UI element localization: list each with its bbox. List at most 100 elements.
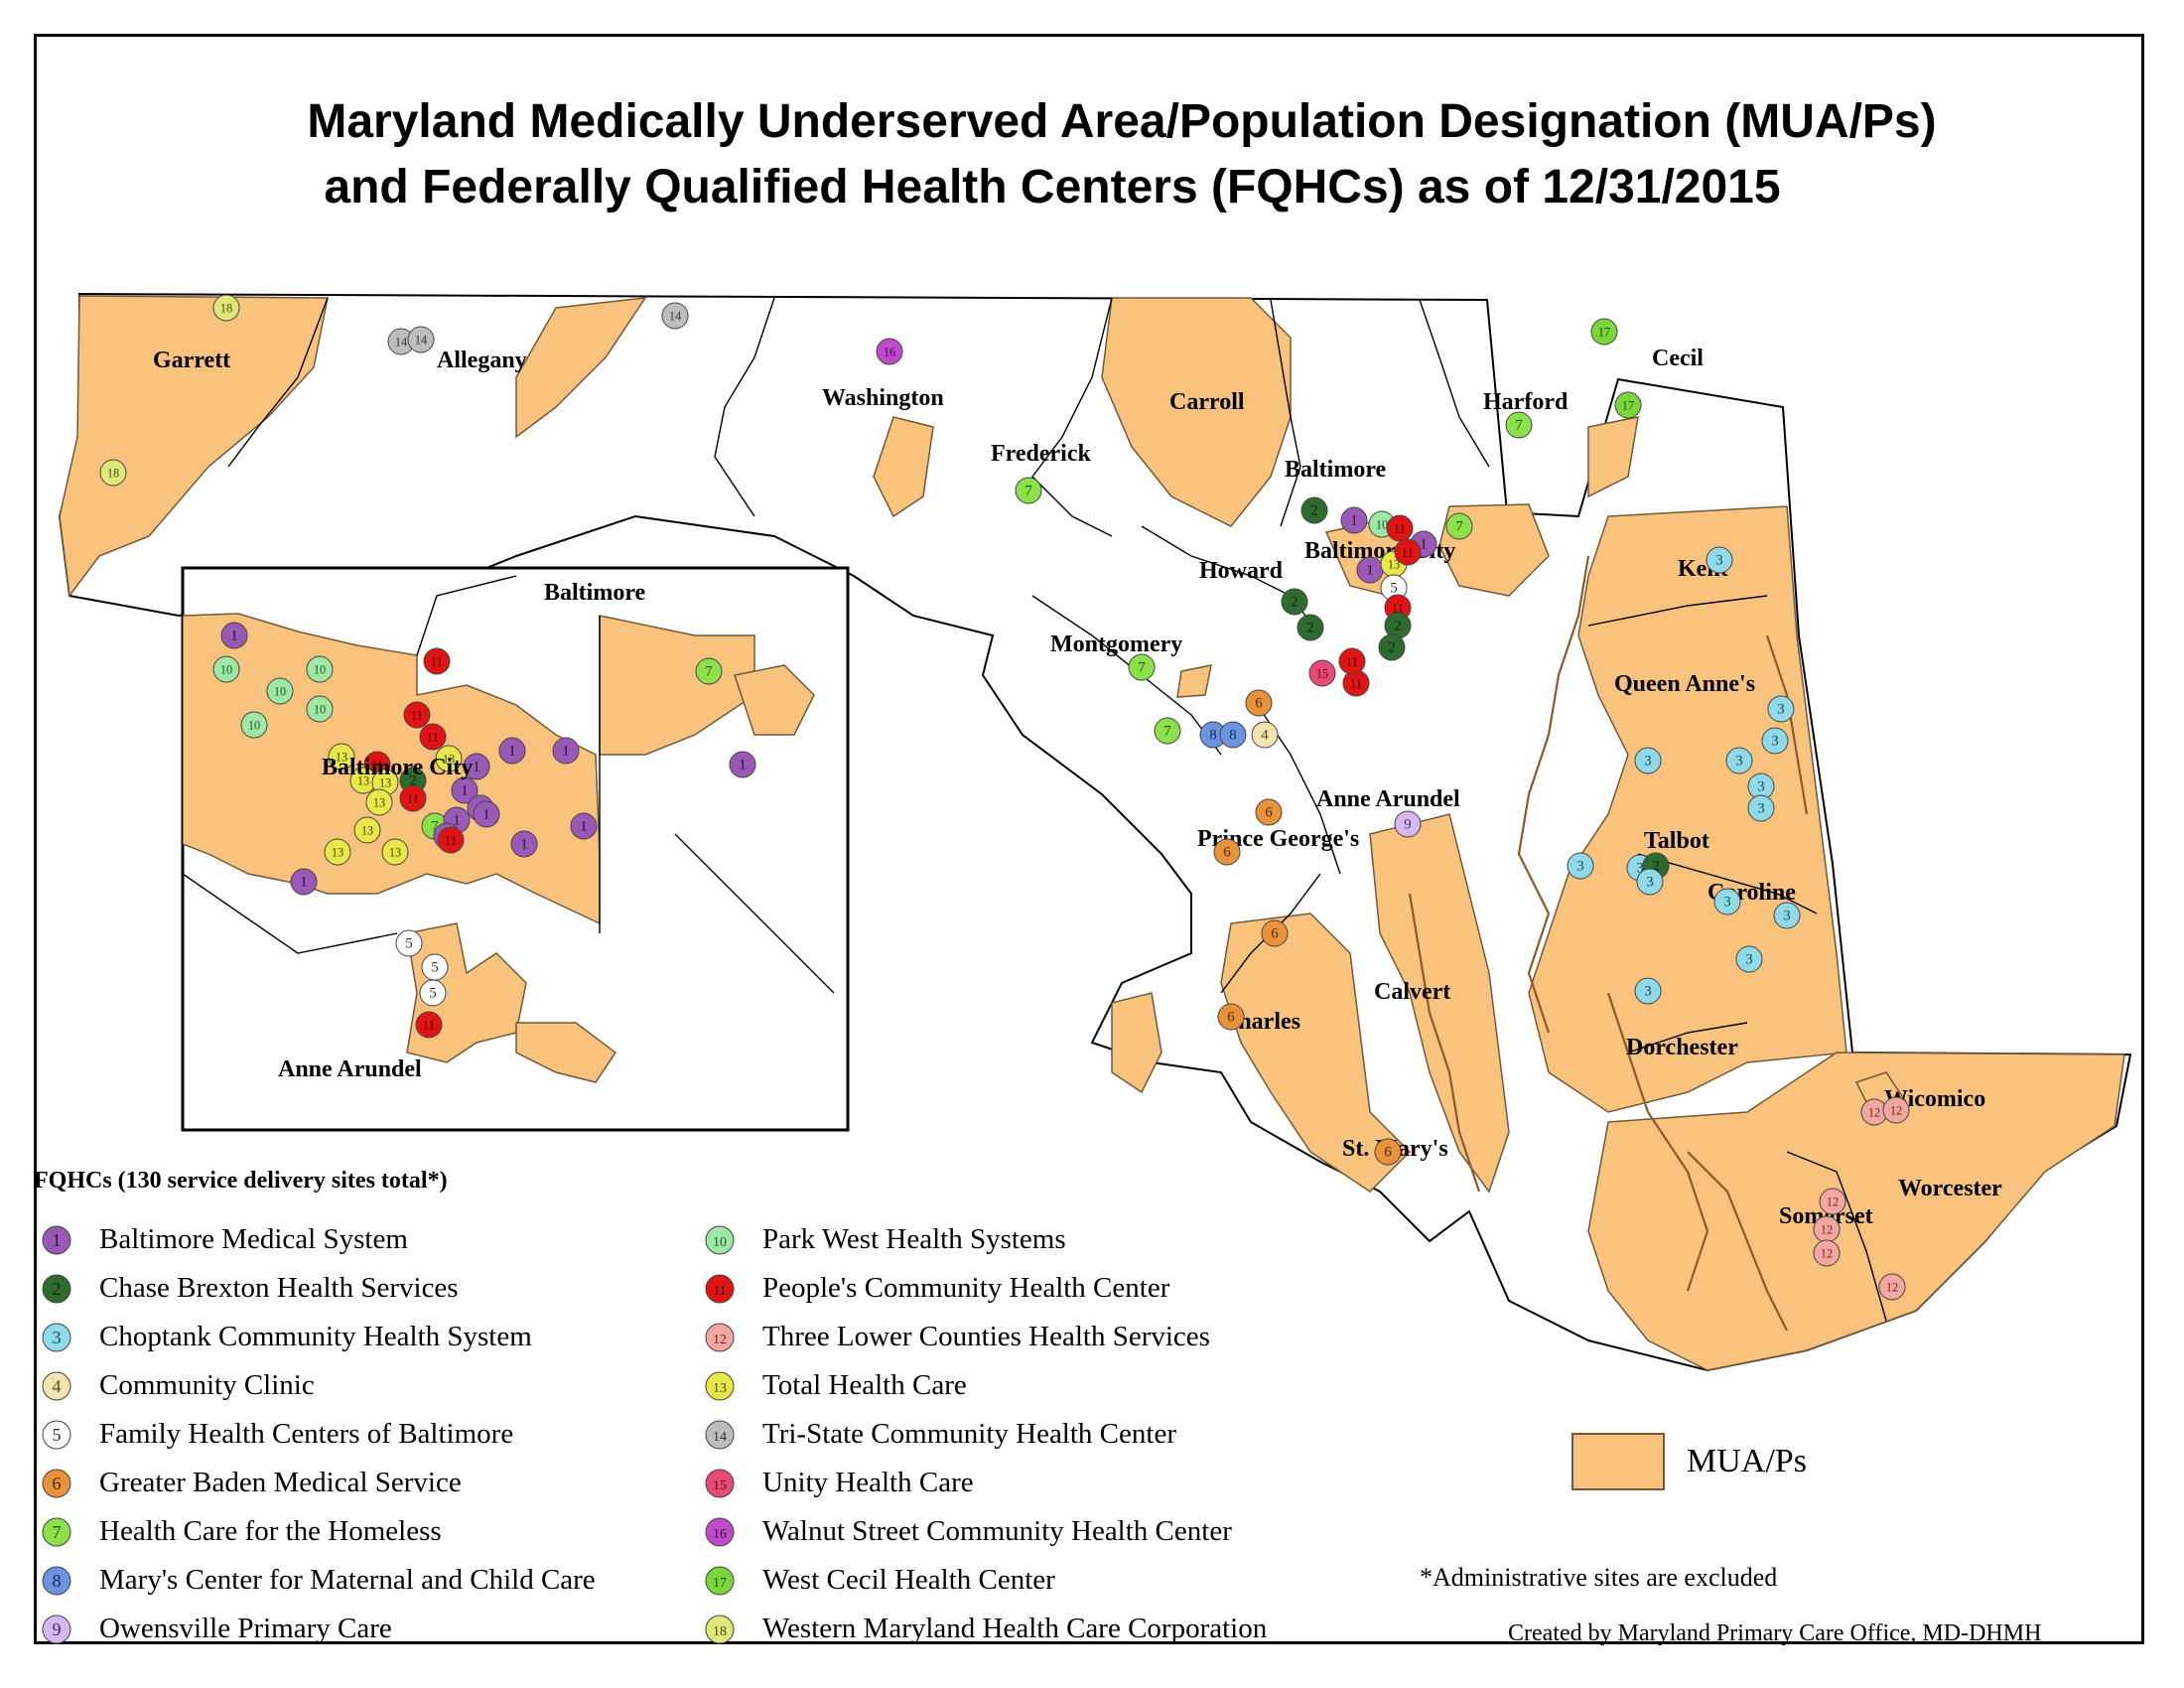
legend-marker-icon: 3 bbox=[42, 1323, 71, 1351]
svg-text:1: 1 bbox=[482, 807, 489, 823]
svg-text:11: 11 bbox=[1392, 602, 1404, 616]
svg-text:15: 15 bbox=[713, 1478, 727, 1493]
fqhc-site-marker-1: 1 bbox=[729, 751, 756, 778]
svg-text:2: 2 bbox=[53, 1279, 62, 1299]
fqhc-site-marker-10: 10 bbox=[266, 677, 294, 705]
county-label-baltimore: Baltimore bbox=[1285, 457, 1387, 483]
fqhc-site-marker-2: 2 bbox=[1281, 588, 1308, 616]
county-label-worcester: Worcester bbox=[1898, 1176, 2002, 1201]
legend-item-label: Chase Brexton Health Services bbox=[99, 1272, 459, 1304]
fqhc-site-marker-3: 3 bbox=[1567, 852, 1594, 880]
svg-text:12: 12 bbox=[1868, 1106, 1880, 1120]
svg-text:12: 12 bbox=[1821, 1247, 1833, 1261]
svg-text:2: 2 bbox=[1394, 619, 1401, 634]
fqhc-site-marker-8: 8 bbox=[1219, 721, 1247, 749]
mua-swatch bbox=[1571, 1433, 1665, 1490]
legend-marker-icon: 7 bbox=[42, 1517, 71, 1546]
county-label-dorchester: Dorchester bbox=[1626, 1035, 1738, 1060]
svg-text:13: 13 bbox=[443, 753, 455, 767]
legend-marker-icon: 1 bbox=[42, 1225, 71, 1254]
legend-item: 4 Community Clinic bbox=[40, 1361, 596, 1410]
svg-text:1: 1 bbox=[300, 875, 307, 891]
title-line-2: and Federally Qualified Health Centers (… bbox=[324, 161, 1781, 213]
svg-text:8: 8 bbox=[1209, 728, 1216, 744]
fqhc-site-marker-12: 12 bbox=[1878, 1273, 1906, 1301]
legend-item-label: Walnut Street Community Health Center bbox=[762, 1515, 1232, 1547]
svg-text:8: 8 bbox=[53, 1571, 62, 1591]
fqhc-site-marker-13: 13 bbox=[349, 767, 377, 794]
fqhc-site-marker-11: 11 bbox=[1342, 669, 1370, 697]
svg-text:3: 3 bbox=[1644, 984, 1651, 1000]
svg-text:13: 13 bbox=[357, 774, 369, 788]
fqhc-site-marker-14: 14 bbox=[387, 328, 415, 355]
fqhc-site-marker-3: 3 bbox=[1747, 794, 1775, 822]
fqhc-site-marker-3: 3 bbox=[1761, 727, 1789, 755]
shoreline bbox=[1408, 555, 1809, 1332]
svg-text:4: 4 bbox=[53, 1376, 62, 1396]
county-label-allegany: Allegany bbox=[437, 348, 527, 373]
fqhc-site-marker-10: 10 bbox=[212, 655, 240, 683]
svg-text:13: 13 bbox=[332, 846, 343, 860]
legend-item-label: Western Maryland Health Care Corporation bbox=[762, 1613, 1268, 1644]
legend-marker-icon: 11 bbox=[705, 1274, 735, 1303]
svg-text:1: 1 bbox=[739, 758, 746, 774]
svg-text:1: 1 bbox=[53, 1230, 62, 1250]
legend-marker-icon: 16 bbox=[705, 1517, 735, 1546]
legend-item: 7 Health Care for the Homeless bbox=[40, 1507, 596, 1556]
svg-text:3: 3 bbox=[1715, 553, 1722, 569]
fqhc-site-marker-4: 4 bbox=[1251, 721, 1279, 749]
svg-text:5: 5 bbox=[53, 1425, 62, 1445]
svg-text:11: 11 bbox=[423, 1019, 435, 1033]
legend-item: 5 Family Health Centers of Baltimore bbox=[40, 1410, 596, 1459]
fqhc-site-marker-9: 9 bbox=[1394, 810, 1422, 838]
svg-text:10: 10 bbox=[274, 685, 286, 699]
fqhc-site-marker-6: 6 bbox=[1213, 838, 1241, 866]
legend-item: 9 Owensville Primary Care bbox=[40, 1605, 596, 1653]
svg-text:7: 7 bbox=[1515, 418, 1523, 434]
svg-text:13: 13 bbox=[713, 1381, 727, 1396]
svg-text:17: 17 bbox=[1622, 399, 1634, 413]
fqhc-site-marker-6: 6 bbox=[1374, 1138, 1402, 1166]
svg-text:14: 14 bbox=[713, 1430, 727, 1445]
fqhc-site-marker-11: 11 bbox=[403, 701, 431, 729]
svg-text:3: 3 bbox=[1576, 859, 1583, 875]
fqhc-site-marker-13: 13 bbox=[365, 788, 393, 816]
county-label-frederick: Frederick bbox=[991, 441, 1092, 467]
legend-item: 8 Mary's Center for Maternal and Child Ca… bbox=[40, 1556, 596, 1605]
fqhc-site-marker-3: 3 bbox=[1713, 888, 1741, 915]
fqhc-site-marker-17: 17 bbox=[1590, 318, 1618, 346]
legend-marker-icon: 18 bbox=[705, 1615, 735, 1643]
legend-item: 11 People's Community Health Center bbox=[703, 1264, 1267, 1313]
legend-item-label: Tri-State Community Health Center bbox=[762, 1418, 1176, 1450]
fqhc-site-marker-3: 3 bbox=[1735, 945, 1763, 973]
inset-site-markers: 1101010101011111171111311131131321111137… bbox=[212, 622, 756, 1039]
svg-text:17: 17 bbox=[1598, 326, 1610, 340]
svg-text:10: 10 bbox=[713, 1235, 727, 1250]
svg-text:1: 1 bbox=[520, 837, 527, 853]
svg-text:12: 12 bbox=[1827, 1196, 1839, 1209]
fqhc-site-marker-11: 11 bbox=[415, 1011, 443, 1039]
svg-text:6: 6 bbox=[1223, 845, 1231, 861]
fqhc-site-marker-13: 13 bbox=[371, 769, 399, 796]
legend-item: 14 Tri-State Community Health Center bbox=[703, 1410, 1267, 1459]
svg-text:7: 7 bbox=[431, 819, 439, 835]
svg-text:11: 11 bbox=[1402, 546, 1414, 560]
fqhc-site-marker-7: 7 bbox=[1505, 411, 1533, 439]
svg-text:3: 3 bbox=[53, 1328, 62, 1347]
legend-item-label: Park West Health Systems bbox=[762, 1223, 1066, 1255]
svg-text:13: 13 bbox=[361, 824, 373, 838]
county-label-howard: Howard bbox=[1199, 558, 1284, 584]
svg-text:3: 3 bbox=[1771, 734, 1778, 750]
fqhc-site-marker-13: 13 bbox=[328, 743, 355, 771]
fqhc-site-marker-1: 1 bbox=[1356, 556, 1384, 584]
svg-text:11: 11 bbox=[445, 834, 457, 848]
legend-column-1: 1 Baltimore Medical System 2 Chase Brexton … bbox=[40, 1215, 596, 1653]
fqhc-site-marker-1: 1 bbox=[570, 812, 598, 840]
legend-item: 1 Baltimore Medical System bbox=[40, 1215, 596, 1264]
legend-marker-icon: 17 bbox=[705, 1566, 735, 1595]
fqhc-site-marker-11: 11 bbox=[399, 784, 427, 812]
fqhc-site-marker-7: 7 bbox=[1128, 653, 1156, 681]
svg-text:1: 1 bbox=[473, 760, 479, 775]
fqhc-site-marker-13: 13 bbox=[435, 745, 463, 773]
